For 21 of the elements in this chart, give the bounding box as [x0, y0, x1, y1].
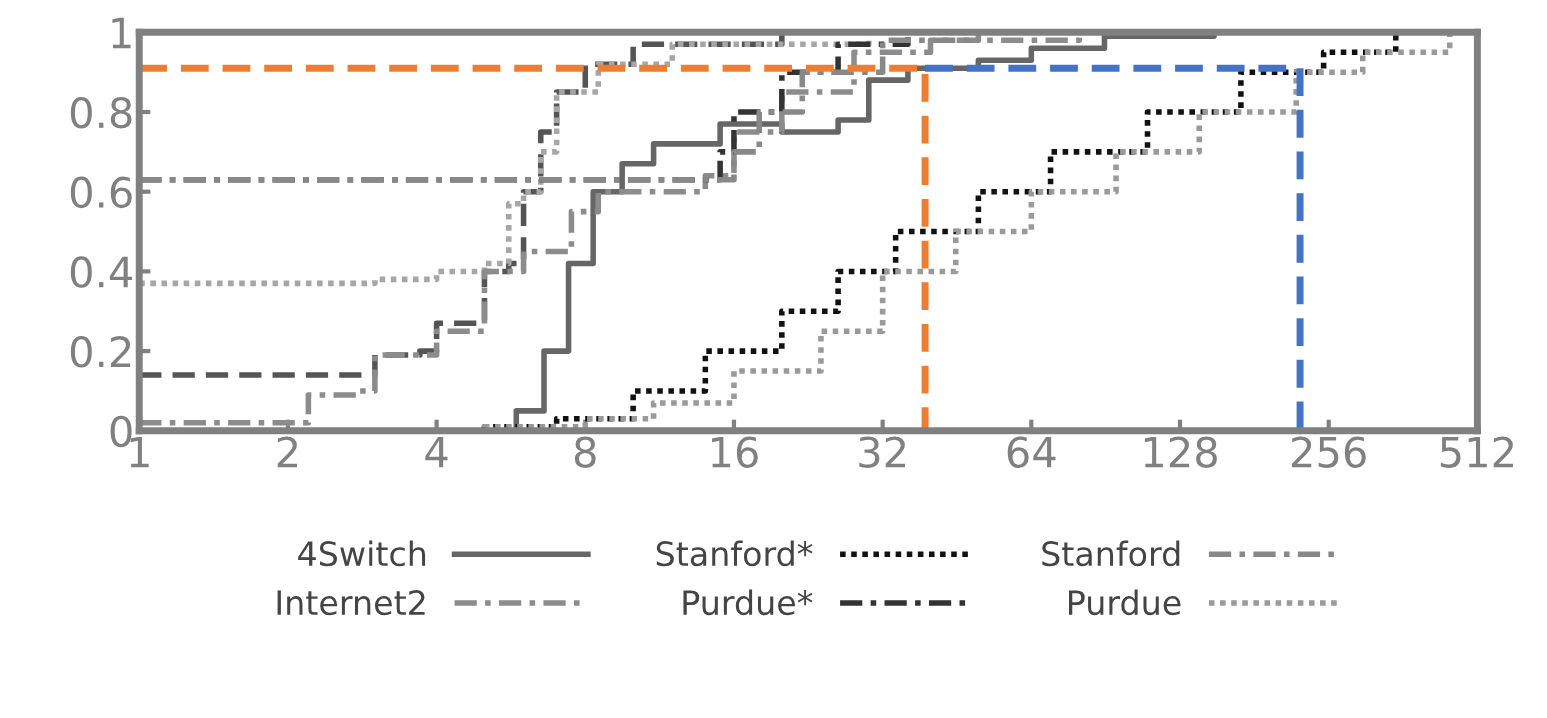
x-tick-label: 16 — [712, 436, 758, 468]
y-tick-label: 0 — [110, 415, 132, 448]
x-tick-label: 512 — [1440, 436, 1513, 468]
legend-label: Stanford* — [656, 540, 813, 567]
x-tick-label: 2 — [277, 436, 297, 468]
x-tick-label: 64 — [1007, 436, 1056, 468]
y-tick-label: 1 — [112, 17, 131, 49]
legend-label: 4Switch — [298, 540, 426, 567]
y-tick-label: 0.4 — [70, 256, 133, 288]
x-tick-label: 256 — [1291, 436, 1366, 468]
y-tick-label: 0.8 — [70, 96, 132, 129]
x-tick-label: 128 — [1144, 436, 1217, 468]
y-tick-label: 0.2 — [70, 336, 131, 368]
legend-label: Purdue* — [683, 589, 813, 616]
legend-label: Internet2 — [277, 590, 425, 616]
y-tick-label: 0.6 — [70, 176, 132, 209]
x-tick-label: 32 — [859, 436, 905, 468]
x-tick-label: 4 — [425, 436, 448, 468]
legend-label: Purdue — [1069, 589, 1181, 616]
legend-label: Stanford — [1042, 540, 1180, 567]
x-tick-label: 8 — [574, 436, 596, 468]
